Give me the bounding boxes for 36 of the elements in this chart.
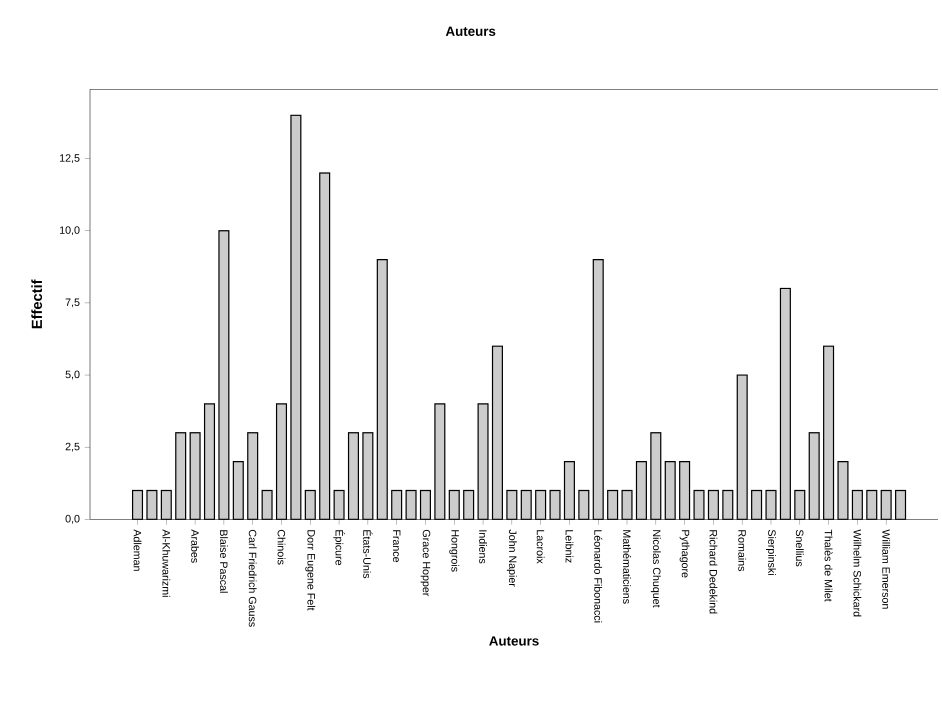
x-tick-label: Arabes [191, 529, 200, 563]
x-tick-label: Léonardo Fibonacci [594, 530, 602, 622]
y-tick-label: 7,5 [66, 298, 80, 308]
x-tick-label: Wilhelm Schickard [853, 529, 862, 616]
x-tick-label: Grace Hopper [420, 530, 430, 596]
x-tick-label: Adleman [134, 529, 142, 571]
x-tick-label: Snellius [796, 530, 804, 566]
x-tick-label: Hongrois [449, 530, 460, 572]
x-tick-label: William Emerson [882, 529, 890, 609]
x-tick-label: John Napier [506, 530, 517, 587]
y-axis-title: Effectif [31, 279, 42, 328]
y-tick-label: 2,5 [66, 442, 80, 452]
x-tick-label: Carl Friedrich Gauss [248, 530, 257, 627]
x-tick-label: Romains [738, 530, 746, 572]
chart-title: Auteurs [446, 26, 496, 36]
x-tick-label: France [392, 530, 400, 562]
y-tick-label: 5,0 [66, 370, 80, 380]
x-tick-label: Nicolas Chuquet [650, 530, 661, 608]
x-tick-label: Thalès de Milet [824, 530, 833, 602]
x-tick-label: Sierpinski [766, 530, 776, 575]
x-axis-title: Auteurs [489, 636, 539, 646]
x-tick-label: Richard Dedekind [709, 530, 718, 614]
x-tick-label: Lacroix [536, 530, 545, 564]
y-tick-label: 10,0 [60, 226, 80, 236]
x-tick-label: Mathématiciens [623, 530, 632, 604]
x-tick-label: Indiens [479, 530, 487, 564]
x-tick-label: Pythagore [680, 530, 690, 578]
x-tick-label: Chinois [278, 530, 286, 565]
y-tick-label: 12,5 [60, 154, 80, 163]
x-tick-label: Blaise Pascal [220, 530, 228, 593]
x-tick-label: Leibniz [566, 530, 574, 563]
x-tick-label: Épicure [333, 530, 345, 566]
x-tick-label: Al-Khuwarizmi [162, 529, 170, 597]
x-tick-label: États-Unis [363, 530, 373, 578]
y-tick-label: 0,0 [66, 514, 80, 524]
x-tick-label: Dorr Eugene Felt [305, 530, 316, 611]
